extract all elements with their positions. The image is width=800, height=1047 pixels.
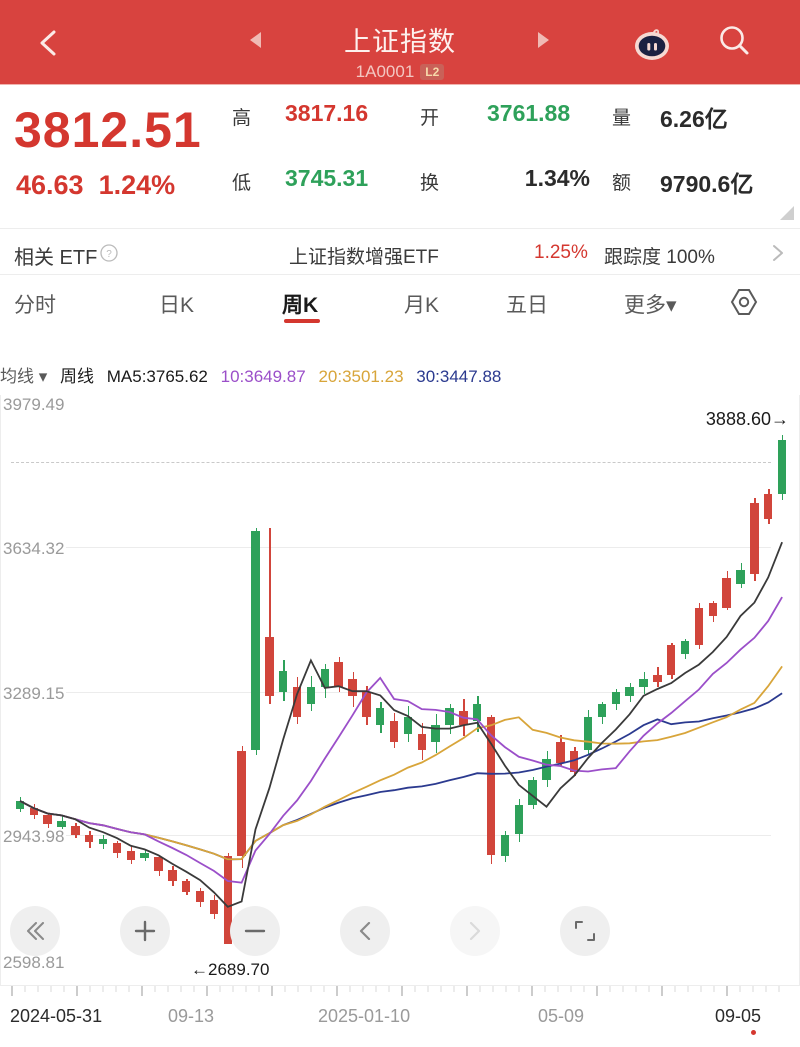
svg-text:?: ? — [106, 249, 112, 260]
